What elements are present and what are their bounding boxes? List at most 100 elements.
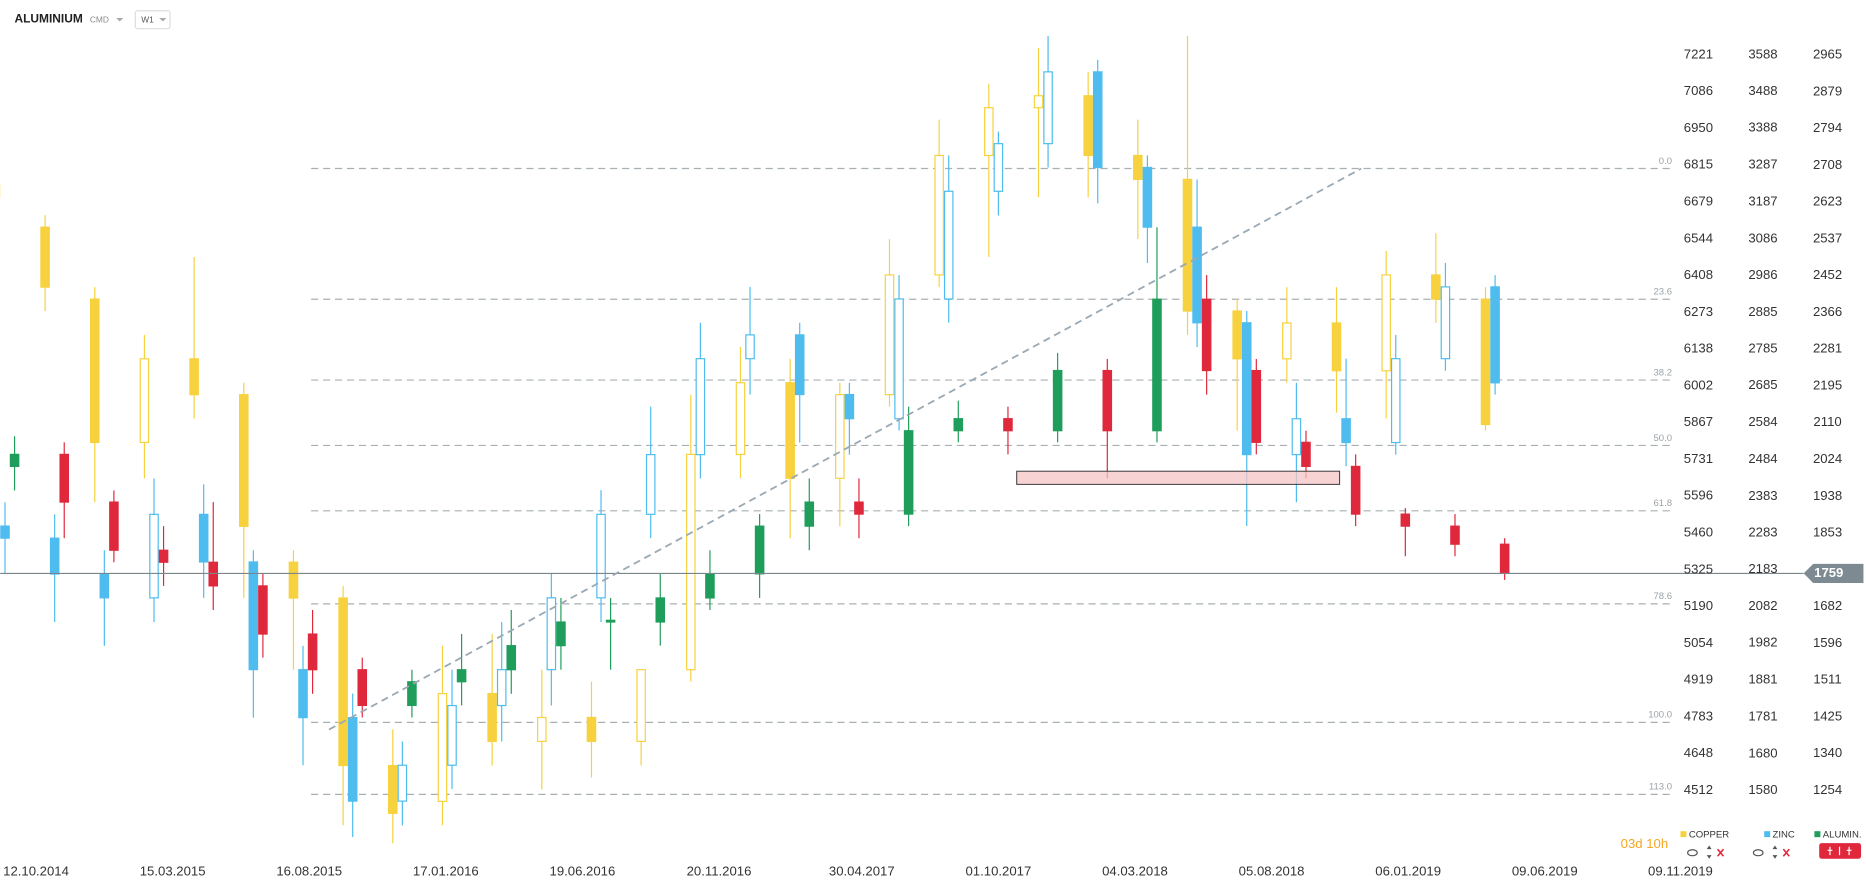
candle-body [953,418,964,432]
candle-body [903,430,914,515]
candle-body [1490,286,1500,384]
series-settings-icon [1827,846,1852,856]
candle-body [139,358,150,444]
x-tick-label: 20.11.2016 [687,863,752,878]
y-tick-label: 3287 [1748,157,1777,172]
y-tick-label: 2484 [1748,451,1777,466]
candle-body [9,453,20,467]
interval-select[interactable] [134,10,171,30]
remove-series[interactable] [1782,848,1790,857]
y-tick-label: 4512 [1684,782,1713,797]
candle-body [1241,322,1252,456]
candle-body [0,525,10,539]
candle-body [487,692,497,742]
x-tick-label: 17.01.2016 [413,863,479,878]
candle-body [546,597,557,671]
market-dropdown[interactable] [116,17,124,22]
visibility-toggle[interactable] [1752,849,1764,857]
candle-body [645,454,656,515]
legend-swatch [1764,831,1771,838]
candle-body [447,704,457,766]
y-tick-label: 6408 [1684,267,1713,282]
candle-body [1301,441,1311,467]
candle-body [884,274,895,396]
y-tick-label: 3588 [1748,46,1777,61]
candle-body [1052,369,1063,432]
y-tick-label: 2794 [1813,120,1842,135]
candle-body [198,513,209,563]
legend-label: COPPER [1689,829,1729,840]
symbol-title: ALUMINIUM [15,11,83,25]
candle-body [745,334,755,360]
candle-body [496,669,507,707]
x-tick-label: 19.06.2016 [550,863,616,878]
candle-body [258,585,268,635]
y-tick-label: 1580 [1748,782,1777,797]
order-toggle[interactable] [1706,845,1712,859]
candle-body [506,645,517,671]
fib-label: 50.0 [1654,433,1673,444]
candle-body [109,501,119,551]
candle-body [1182,178,1193,312]
remove-series[interactable] [1716,848,1725,857]
x-tick-label: 04.03.2018 [1102,863,1168,878]
y-tick-label: 1938 [1813,488,1842,503]
candle-body [785,382,795,479]
y-tick-label: 1781 [1748,708,1777,723]
y-tick-label: 2082 [1748,598,1777,613]
y-tick-label: 3187 [1748,193,1777,208]
candle-body [596,513,606,599]
y-tick-label: 3086 [1748,230,1777,245]
legend-label: ALUMIN. [1823,829,1862,840]
candle-body [835,394,845,479]
interval-label: W1 [141,15,154,25]
candle-body [1201,298,1212,372]
y-tick-label: 2708 [1813,157,1842,172]
y-tick-label: 1982 [1748,635,1777,650]
candle-body [854,501,864,515]
visibility-toggle[interactable] [1687,849,1698,857]
y-tick-label: 2024 [1813,451,1842,466]
candle-body [1431,274,1441,300]
y-tick-label: 2383 [1748,488,1777,503]
y-tick-label: 1853 [1813,524,1842,539]
candle-body [1350,465,1361,515]
candle-body [248,561,259,671]
candle-body [1192,226,1202,324]
last-price-tag [1803,563,1864,584]
y-tick-label: 7086 [1684,83,1713,98]
y-tick-label: 2879 [1813,83,1842,98]
legend-label: ZINC [1773,829,1795,840]
candle-body [407,681,417,707]
plot-area: 0.0 23.6 38.2 50.0 61.8 78.6 100.0 113.0 1759 [0,35,1864,844]
candle-body [1043,71,1053,145]
candle-body [735,382,746,455]
y-tick-label: 1680 [1748,745,1777,760]
candle-body [238,394,249,527]
candle-body [993,143,1004,192]
candle-body [1331,322,1342,372]
y-tick-label: 1596 [1813,635,1842,650]
y-tick-label: 2986 [1748,267,1777,282]
y-tick-label: 5731 [1684,451,1713,466]
y-tick-label: 3388 [1748,120,1777,135]
order-toggle[interactable] [1772,845,1778,859]
candle-body [1291,418,1302,456]
candle-body [1102,369,1113,432]
candle-body [1390,358,1401,444]
y-tick-label: 5596 [1684,488,1713,503]
candle-body [189,358,199,396]
candle-body [1251,369,1262,443]
x-tick-label: 09.06.2019 [1512,863,1578,878]
y-tick-label: 1511 [1813,672,1841,687]
candle-body [149,513,159,599]
candle-body [1092,71,1103,169]
y-tick-label: 1682 [1813,598,1842,613]
y-tick-label: 6544 [1684,230,1713,245]
x-tick-label: 09.11.2019 [1648,863,1713,878]
y-tick-label: 2452 [1813,267,1842,282]
candle-body [1133,154,1143,180]
y-tick-label: 2885 [1748,304,1777,319]
candle-body [288,561,299,599]
y-tick-label: 2685 [1748,377,1777,392]
